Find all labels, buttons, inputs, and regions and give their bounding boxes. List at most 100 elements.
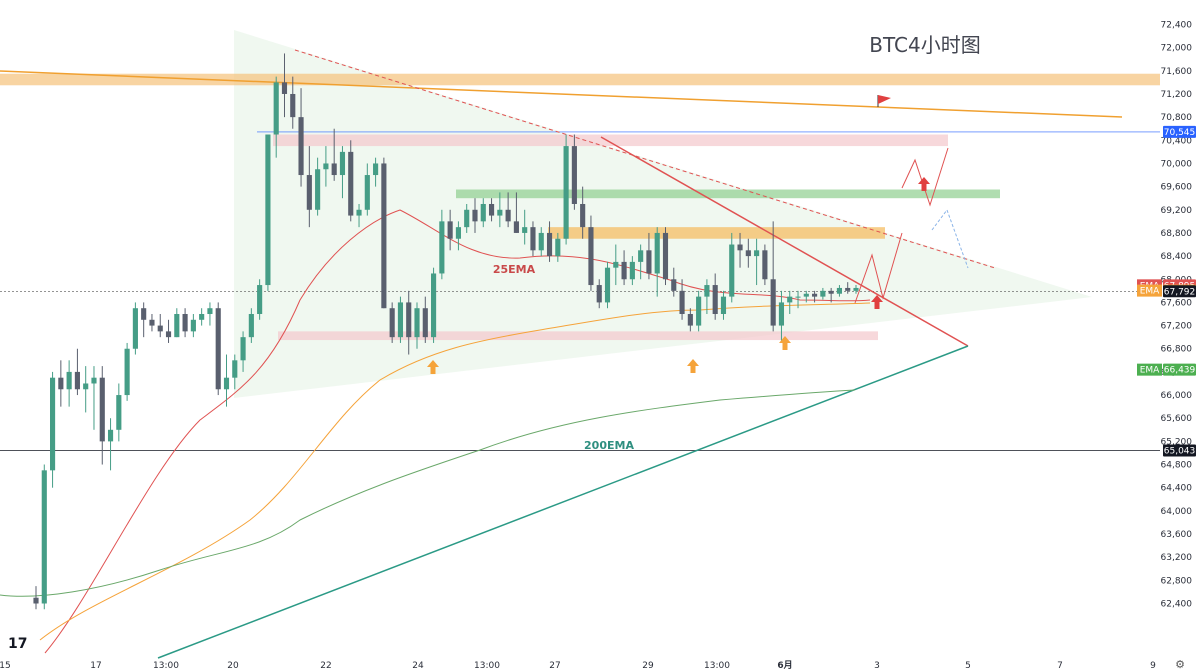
candle-24[interactable] xyxy=(232,354,238,390)
candle-45[interactable] xyxy=(406,290,412,355)
candle-82[interactable] xyxy=(712,273,718,320)
candle-38[interactable] xyxy=(348,140,354,222)
candle-89[interactable] xyxy=(770,221,776,332)
candle-10[interactable] xyxy=(116,383,122,442)
candle-53[interactable] xyxy=(472,198,478,233)
candle-18[interactable] xyxy=(182,308,188,338)
candle-58[interactable] xyxy=(513,192,519,233)
candle-81[interactable] xyxy=(704,279,710,314)
candle-71[interactable] xyxy=(621,250,627,286)
candle-56[interactable] xyxy=(497,192,503,228)
candle-50[interactable] xyxy=(447,209,453,251)
candle-87[interactable] xyxy=(754,238,760,286)
candle-43[interactable] xyxy=(389,302,395,343)
candle-7[interactable] xyxy=(91,366,97,430)
candle-11[interactable] xyxy=(124,342,130,401)
candle-33[interactable] xyxy=(306,146,312,228)
candle-70[interactable] xyxy=(613,244,619,286)
candle-55[interactable] xyxy=(488,198,495,222)
candle-30[interactable] xyxy=(281,53,288,118)
candle-22[interactable] xyxy=(215,302,221,396)
candle-85[interactable] xyxy=(737,232,743,268)
candle-8[interactable] xyxy=(99,366,105,465)
candle-96[interactable] xyxy=(828,287,834,303)
candle-36[interactable] xyxy=(331,128,337,181)
candle-13[interactable] xyxy=(141,302,147,338)
candle-51[interactable] xyxy=(455,221,461,251)
candle-20[interactable] xyxy=(199,308,205,326)
candle-4[interactable] xyxy=(66,360,72,407)
candle-42[interactable] xyxy=(381,157,387,309)
candle-80[interactable] xyxy=(696,290,702,332)
candle-3[interactable] xyxy=(58,360,64,407)
candle-98[interactable] xyxy=(845,282,851,294)
candle-12[interactable] xyxy=(132,302,138,355)
candle-17[interactable] xyxy=(174,308,180,338)
candle-28[interactable] xyxy=(265,134,271,291)
candle-62[interactable] xyxy=(546,221,553,262)
settings-gear-icon[interactable]: ⚙ xyxy=(1175,658,1185,671)
candle-6[interactable] xyxy=(83,366,89,413)
candle-79[interactable] xyxy=(687,308,693,332)
candle-2[interactable] xyxy=(49,371,56,488)
candle-93[interactable] xyxy=(803,290,809,303)
candle-95[interactable] xyxy=(820,287,826,300)
candle-40[interactable] xyxy=(364,163,370,216)
candle-72[interactable] xyxy=(629,256,635,286)
candle-39[interactable] xyxy=(356,203,362,228)
candle-23[interactable] xyxy=(223,354,230,407)
candle-49[interactable] xyxy=(439,209,445,280)
candle-0[interactable] xyxy=(33,586,39,610)
candle-41[interactable] xyxy=(373,157,379,187)
candle-5[interactable] xyxy=(74,348,80,396)
candle-52[interactable] xyxy=(464,203,470,233)
candle-16[interactable] xyxy=(165,319,172,343)
candle-64[interactable] xyxy=(563,134,569,245)
candle-14[interactable] xyxy=(149,314,155,332)
candle-57[interactable] xyxy=(505,192,511,228)
candle-21[interactable] xyxy=(207,302,213,326)
candle-32[interactable] xyxy=(298,88,304,187)
candle-65[interactable] xyxy=(571,134,577,210)
candle-76[interactable] xyxy=(662,227,669,286)
candle-47[interactable] xyxy=(422,296,428,343)
candle-77[interactable] xyxy=(671,267,677,297)
candle-73[interactable] xyxy=(638,244,644,280)
candle-19[interactable] xyxy=(190,314,196,338)
candle-92[interactable] xyxy=(795,290,801,309)
candle-44[interactable] xyxy=(397,296,404,343)
candle-94[interactable] xyxy=(812,290,818,303)
candle-91[interactable] xyxy=(787,290,793,314)
candle-60[interactable] xyxy=(530,221,536,257)
candle-layer[interactable] xyxy=(33,53,859,610)
candle-66[interactable] xyxy=(580,186,586,239)
candle-46[interactable] xyxy=(414,302,420,349)
candle-27[interactable] xyxy=(257,279,263,320)
candle-9[interactable] xyxy=(107,418,114,471)
candle-63[interactable] xyxy=(555,232,561,262)
candle-48[interactable] xyxy=(431,267,437,343)
candle-69[interactable] xyxy=(604,261,611,309)
candle-59[interactable] xyxy=(522,209,528,245)
candle-61[interactable] xyxy=(538,227,544,257)
candle-54[interactable] xyxy=(480,198,486,228)
candle-97[interactable] xyxy=(836,285,843,297)
candle-83[interactable] xyxy=(720,290,727,320)
candle-37[interactable] xyxy=(339,146,346,199)
candle-78[interactable] xyxy=(679,279,685,320)
candle-74[interactable] xyxy=(646,232,652,280)
candle-25[interactable] xyxy=(240,331,246,372)
candle-84[interactable] xyxy=(729,232,735,303)
candle-34[interactable] xyxy=(315,157,321,216)
candle-90[interactable] xyxy=(778,290,785,343)
candle-75[interactable] xyxy=(654,227,660,297)
candle-15[interactable] xyxy=(157,314,163,338)
candle-29[interactable] xyxy=(273,76,279,158)
candle-1[interactable] xyxy=(41,464,47,610)
candle-67[interactable] xyxy=(588,215,594,291)
candle-26[interactable] xyxy=(248,308,254,343)
candle-99[interactable] xyxy=(853,285,859,294)
candle-86[interactable] xyxy=(745,238,751,268)
candle-31[interactable] xyxy=(290,76,296,129)
